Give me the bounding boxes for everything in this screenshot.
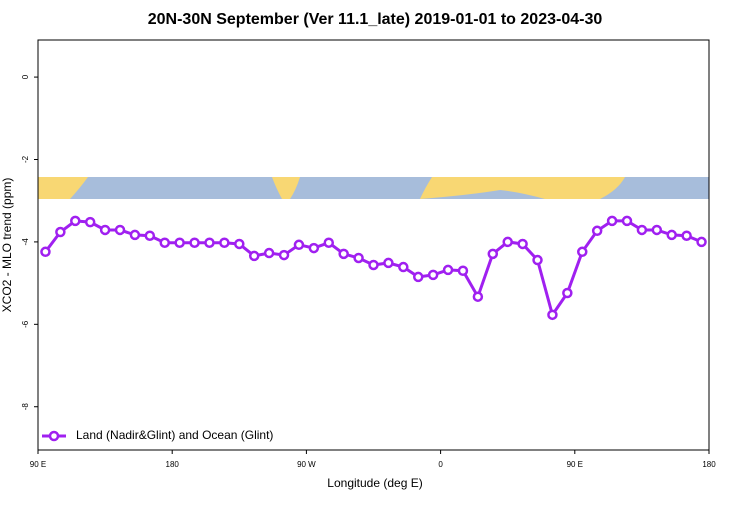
data-point: [577, 246, 588, 258]
x-tick-label: 180: [166, 460, 180, 469]
data-point: [338, 248, 349, 260]
data-point: [219, 237, 230, 248]
data-point: [621, 215, 633, 227]
data-point: [55, 226, 66, 238]
data-point: [40, 246, 51, 258]
data-point: [472, 291, 484, 302]
data-point: [70, 215, 81, 227]
data-point: [681, 230, 692, 241]
chart-title: 20N-30N September (Ver 11.1_late) 2019-0…: [148, 11, 603, 28]
data-point: [99, 224, 111, 236]
y-tick-label: -4: [21, 238, 30, 246]
data-point: [84, 216, 96, 228]
data-point: [398, 261, 409, 273]
data-point: [696, 236, 707, 248]
data-point: [666, 229, 677, 241]
x-tick-label: 180: [702, 460, 716, 469]
data-point: [293, 239, 305, 251]
data-point: [532, 254, 543, 266]
data-point: [606, 215, 618, 227]
data-point: [248, 250, 260, 262]
data-point: [129, 229, 141, 241]
data-point: [204, 237, 215, 248]
data-point: [353, 252, 364, 264]
data-point: [278, 249, 290, 261]
y-tick-label: -8: [21, 403, 30, 411]
data-point: [174, 237, 185, 248]
x-tick-label: 90 E: [30, 460, 46, 469]
data-point: [487, 248, 499, 260]
x-axis-label: Longitude (deg E): [327, 476, 422, 490]
y-tick-label: -6: [21, 320, 30, 328]
data-point: [368, 259, 379, 271]
data-point: [591, 225, 603, 237]
plot-frame: [37, 39, 710, 451]
data-point: [562, 287, 573, 299]
data-point: [144, 230, 156, 241]
data-point: [263, 247, 275, 259]
data-point: [636, 224, 648, 236]
data-point: [383, 257, 394, 269]
data-point: [323, 237, 335, 248]
data-point: [651, 224, 663, 236]
data-point: [502, 236, 513, 248]
data-point: [442, 264, 454, 276]
map-strip: [38, 177, 709, 199]
x-tick-label: 90 E: [567, 460, 583, 469]
data-point: [457, 265, 469, 277]
x-tick-label: 0: [438, 460, 443, 469]
y-tick-label: 0: [21, 74, 30, 79]
data-point: [114, 224, 126, 236]
legend-label: Land (Nadir&Glint) and Ocean (Glint): [76, 428, 273, 442]
data-point: [189, 237, 200, 248]
data-point: [159, 237, 170, 248]
data-point: [517, 238, 528, 250]
data-point: [308, 242, 320, 254]
data-point: [427, 269, 439, 281]
legend-marker: [48, 430, 60, 442]
y-tick-label: -2: [21, 155, 30, 163]
data-point: [412, 271, 424, 283]
data-point: [547, 309, 558, 321]
data-point: [234, 238, 245, 250]
x-tick-label: 90 W: [297, 460, 316, 469]
y-axis-label: XCO2 - MLO trend (ppm): [0, 178, 14, 313]
